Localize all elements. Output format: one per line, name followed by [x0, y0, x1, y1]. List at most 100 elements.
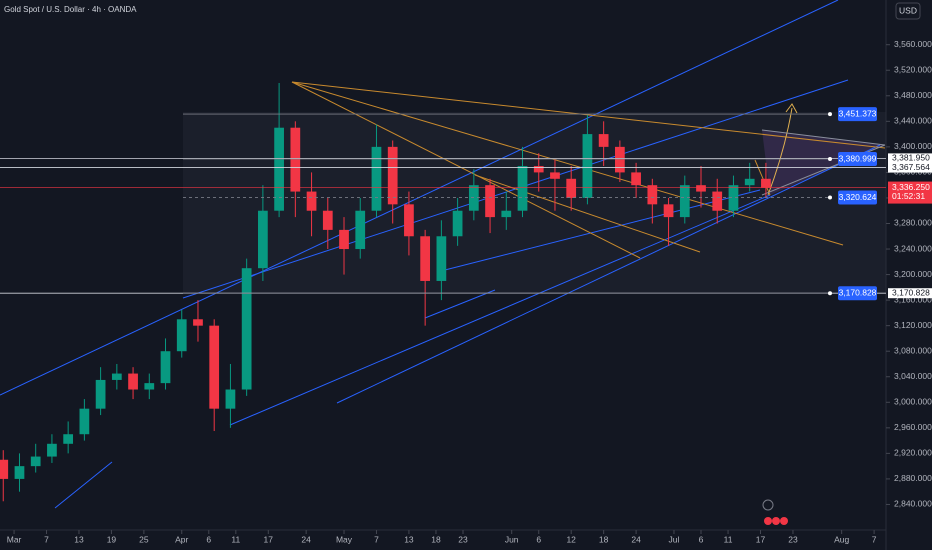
candle-body — [144, 383, 155, 390]
x-tick-label: 7 — [872, 534, 877, 544]
candle-body — [696, 185, 706, 192]
x-tick-label: 24 — [631, 534, 641, 544]
candle-body — [485, 185, 495, 218]
candle-body — [663, 204, 674, 218]
alert-tag — [838, 107, 877, 122]
axis-tag — [888, 162, 932, 173]
icon — [764, 517, 772, 525]
currency[interactable]: USD — [899, 5, 917, 15]
x-tick-label: 13 — [404, 534, 414, 544]
bottom-icons — [762, 499, 788, 525]
y-tick-label: 3,280.000 — [894, 218, 932, 228]
trend-line — [754, 159, 771, 196]
x-tick-label: 17 — [264, 534, 274, 544]
x-tick-label: 6 — [699, 534, 704, 544]
y-tick-label: 3,520.000 — [894, 64, 932, 74]
y-tick-label: 3,200.000 — [894, 269, 932, 279]
candle-body — [615, 146, 625, 173]
x-tick-label: May — [336, 534, 353, 544]
alert-tag — [838, 286, 877, 301]
alert-tag — [838, 152, 877, 167]
candle-body — [598, 134, 609, 147]
chart-title: Gold Spot / U.S. Dollar · 4h · OANDA — [4, 5, 137, 14]
candle-body — [387, 146, 398, 205]
candle-body — [517, 166, 528, 211]
candle-body — [111, 373, 122, 380]
y-tick-label: 2,840.000 — [894, 499, 932, 509]
x-tick-label: 13 — [74, 534, 84, 544]
x-tick-label: 23 — [458, 534, 468, 544]
x-tick-label: 25 — [139, 534, 149, 544]
candle-body — [355, 210, 366, 250]
x-tick-label: 24 — [301, 534, 311, 544]
candle-body — [79, 408, 90, 435]
x-tick-label: 17 — [756, 534, 766, 544]
candle-body — [761, 178, 771, 188]
candle-body — [47, 443, 57, 457]
candle-body — [436, 236, 447, 281]
countdown: 01:52:31 — [892, 191, 925, 201]
candle-body — [339, 229, 349, 250]
trend-line — [336, 144, 881, 404]
alert-tag-label: 3,170.828 — [839, 287, 877, 297]
y-tick-label: 3,560.000 — [894, 39, 932, 49]
icon — [772, 517, 780, 525]
candle-body — [0, 459, 9, 479]
x-tick-label: 6 — [536, 534, 541, 544]
candle-body — [258, 210, 268, 269]
candle-body — [371, 146, 382, 211]
candle-body — [14, 466, 25, 479]
y-tick-label: 2,960.000 — [894, 422, 932, 432]
candle-body — [728, 185, 739, 211]
y-tick-label: 2,920.000 — [894, 448, 932, 458]
axis-tag-label: 3,381.950 — [892, 153, 930, 163]
x-tick-label: 23 — [788, 534, 798, 544]
projection-area — [762, 130, 885, 195]
x-tick-label: Jul — [669, 534, 680, 544]
candle-body — [647, 185, 658, 205]
y-tick-label: 3,080.000 — [894, 345, 932, 355]
x-tick-label: Apr — [175, 534, 188, 544]
alert-dot — [828, 195, 832, 200]
candle-body — [582, 134, 593, 198]
y-tick-label: 3,400.000 — [894, 141, 932, 151]
icon — [762, 499, 774, 511]
candle-body — [193, 319, 203, 326]
x-tick-label: 18 — [599, 534, 609, 544]
alert-dot — [828, 291, 832, 296]
candle-body — [274, 127, 284, 211]
y-tick-label: 3,120.000 — [894, 320, 932, 330]
candle-body — [550, 172, 560, 179]
currency-box[interactable] — [895, 2, 921, 20]
y-tick-label: 3,240.000 — [894, 243, 932, 253]
trend-line — [291, 81, 641, 259]
candle-body — [404, 204, 414, 237]
y-tick-label: 3,160.000 — [894, 294, 932, 304]
trend-line — [761, 129, 886, 146]
x-tick-label: 12 — [566, 534, 576, 544]
candle-body — [95, 379, 106, 409]
candle-body — [176, 319, 187, 352]
candle-body — [631, 172, 641, 186]
x-tick-label: Aug — [834, 534, 849, 544]
candle-body — [63, 434, 74, 444]
projection-arrow — [767, 107, 793, 196]
trend-line — [229, 194, 771, 426]
series — [0, 83, 771, 502]
alert-dot — [828, 112, 832, 117]
candle-body — [420, 236, 431, 281]
axis-tag-label: 3,367.564 — [892, 162, 930, 172]
x-tick-label: 11 — [724, 534, 733, 544]
y-tick-label: 3,440.000 — [894, 116, 932, 126]
arrow-head — [785, 103, 798, 114]
candle-body — [566, 178, 577, 198]
alert-tag-label: 3,320.624 — [839, 192, 877, 202]
y-tick-label: 2,880.000 — [894, 473, 932, 483]
candle-body — [290, 127, 301, 192]
last-price-tag — [888, 181, 932, 204]
trend-line — [436, 189, 761, 273]
icon — [780, 517, 788, 525]
trend-line — [291, 81, 844, 246]
trend-line — [54, 461, 113, 509]
